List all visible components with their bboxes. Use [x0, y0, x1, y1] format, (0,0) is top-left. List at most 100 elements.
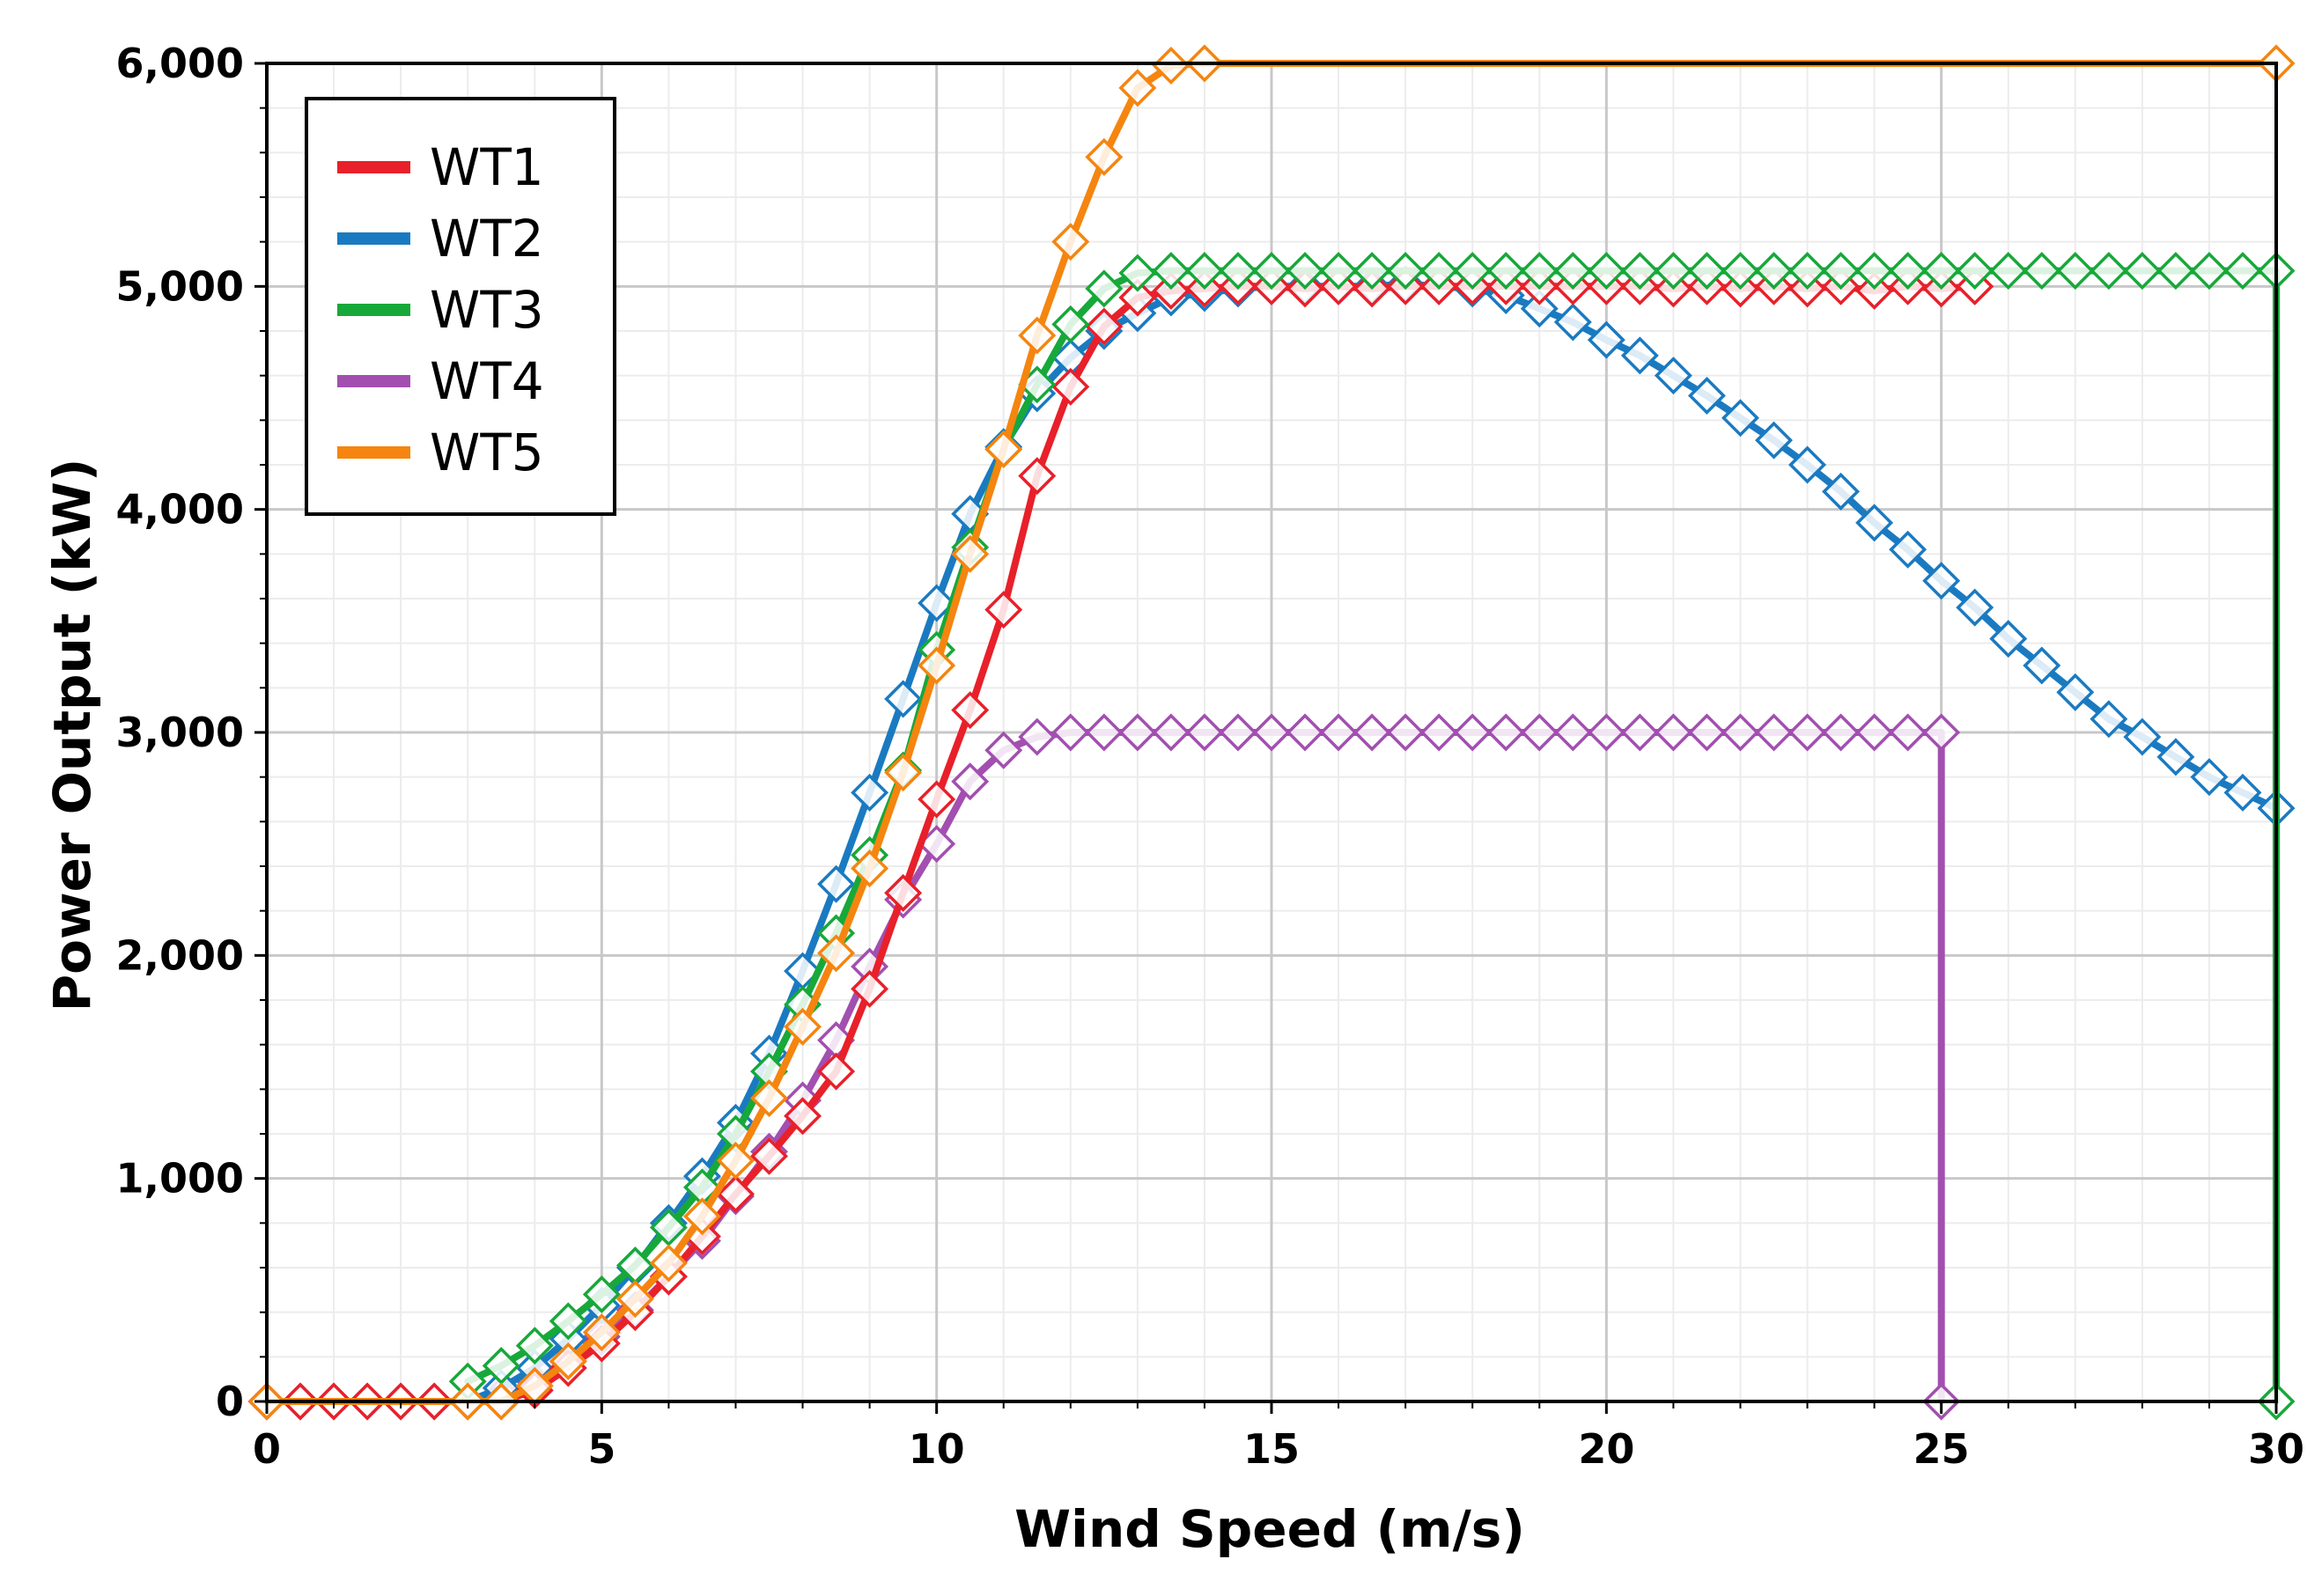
data-point-wt2 [2190, 758, 2229, 797]
data-point-wt5 [951, 534, 990, 573]
data-point-wt4 [1687, 713, 1726, 752]
data-point-wt5 [616, 1279, 654, 1318]
data-point-wt3 [1386, 252, 1425, 291]
data-point-wt3 [1553, 252, 1592, 291]
data-point-wt3 [2123, 252, 2162, 291]
data-point-wt5 [750, 1078, 788, 1117]
data-point-wt3 [649, 1208, 688, 1247]
data-point-wt5 [1152, 47, 1190, 85]
data-point-wt4 [1620, 713, 1659, 752]
data-point-wt3 [1587, 252, 1625, 291]
data-point-wt5 [784, 1007, 822, 1046]
data-point-wt1 [817, 1052, 856, 1091]
data-point-wt2 [1989, 620, 2028, 658]
x-tick-label: 20 [1578, 1425, 1634, 1473]
y-tick-label: 1,000 [115, 1155, 244, 1203]
data-point-wt1 [784, 1097, 822, 1136]
data-point-wt5 [549, 1342, 587, 1380]
data-point-wt4 [1219, 713, 1257, 752]
data-point-wt4 [1353, 713, 1391, 752]
data-point-wt2 [1788, 445, 1827, 484]
data-point-wt4 [984, 731, 1023, 769]
data-point-wt3 [2156, 252, 2195, 291]
data-point-wt5 [682, 1197, 721, 1236]
data-point-wt4 [1855, 713, 1894, 752]
data-point-wt1 [1018, 457, 1057, 496]
y-axis-title: Power Output (kW) [42, 459, 102, 1012]
x-tick-label: 15 [1243, 1425, 1300, 1473]
data-point-wt4 [1654, 713, 1692, 752]
data-point-wt4 [1386, 713, 1425, 752]
legend-item-wt1: WT1 [337, 137, 544, 197]
data-point-wt1 [750, 1136, 788, 1175]
data-point-wt1 [951, 691, 990, 730]
data-point-wt4 [1185, 713, 1224, 752]
x-tick-label: 30 [2248, 1425, 2304, 1473]
series-wt5 [247, 44, 2296, 1421]
data-point-wt5 [582, 1313, 621, 1351]
data-point-wt3 [482, 1346, 520, 1385]
data-point-wt1 [1051, 367, 1090, 406]
data-point-wt5 [716, 1141, 755, 1180]
data-point-wt2 [2023, 646, 2061, 685]
data-point-wt2 [1721, 399, 1759, 438]
data-point-wt5 [1018, 316, 1057, 355]
data-point-wt3 [549, 1302, 587, 1341]
data-point-wt2 [2223, 773, 2262, 812]
data-point-wt4 [1051, 713, 1090, 752]
data-point-wt3 [1051, 305, 1090, 343]
legend-label: WT3 [430, 280, 544, 340]
legend-label: WT5 [430, 423, 544, 482]
data-point-wt2 [1687, 376, 1726, 415]
data-point-wt4 [1755, 713, 1793, 752]
x-axis-title: Wind Speed (m/s) [1014, 1499, 1525, 1559]
data-point-wt4 [1486, 713, 1525, 752]
data-point-wt5 [918, 646, 956, 685]
data-point-wt2 [2056, 673, 2095, 711]
data-point-wt3 [1152, 252, 1190, 291]
data-point-wt3 [1353, 252, 1391, 291]
data-point-wt3 [1788, 252, 1827, 291]
data-point-wt1 [1152, 271, 1190, 310]
y-tick-label: 2,000 [115, 931, 244, 979]
data-point-wt4 [1822, 713, 1861, 752]
y-tick-label: 3,000 [115, 709, 244, 756]
data-point-wt3 [2090, 252, 2128, 291]
data-point-wt4 [1889, 713, 1928, 752]
data-point-wt2 [1654, 357, 1692, 395]
y-tick-label: 5,000 [115, 262, 244, 310]
data-point-wt3 [1453, 252, 1492, 291]
data-point-wt5 [984, 430, 1023, 468]
data-point-wt3 [1654, 252, 1692, 291]
data-point-wt5 [1085, 137, 1124, 176]
data-point-wt1 [884, 873, 923, 912]
data-point-wt3 [515, 1327, 554, 1365]
data-point-wt4 [1721, 713, 1759, 752]
data-point-wt2 [1822, 472, 1861, 511]
data-point-wt2 [1956, 588, 1994, 627]
data-point-wt3 [1822, 252, 1861, 291]
data-point-wt1 [918, 780, 956, 819]
data-point-wt5 [851, 849, 889, 888]
y-tick-label: 0 [216, 1378, 244, 1425]
data-point-wt4 [951, 762, 990, 801]
data-point-wt4 [1788, 713, 1827, 752]
data-point-wt3 [2190, 252, 2229, 291]
data-point-wt2 [817, 864, 856, 903]
data-point-wt4 [1922, 713, 1961, 752]
x-tick-label: 10 [909, 1425, 965, 1473]
data-point-wt1 [1085, 307, 1124, 346]
data-point-wt3 [1419, 252, 1458, 291]
data-point-wt3 [1085, 269, 1124, 308]
data-point-wt4 [1319, 713, 1358, 752]
data-point-wt4 [1085, 713, 1124, 752]
data-point-wt3 [1956, 252, 1994, 291]
x-tick-label: 5 [587, 1425, 616, 1473]
data-point-wt1 [1118, 278, 1157, 317]
data-point-wt2 [1553, 303, 1592, 342]
data-point-wt4 [1553, 713, 1592, 752]
legend-item-wt5: WT5 [337, 423, 544, 482]
y-tick-label: 4,000 [115, 486, 244, 533]
